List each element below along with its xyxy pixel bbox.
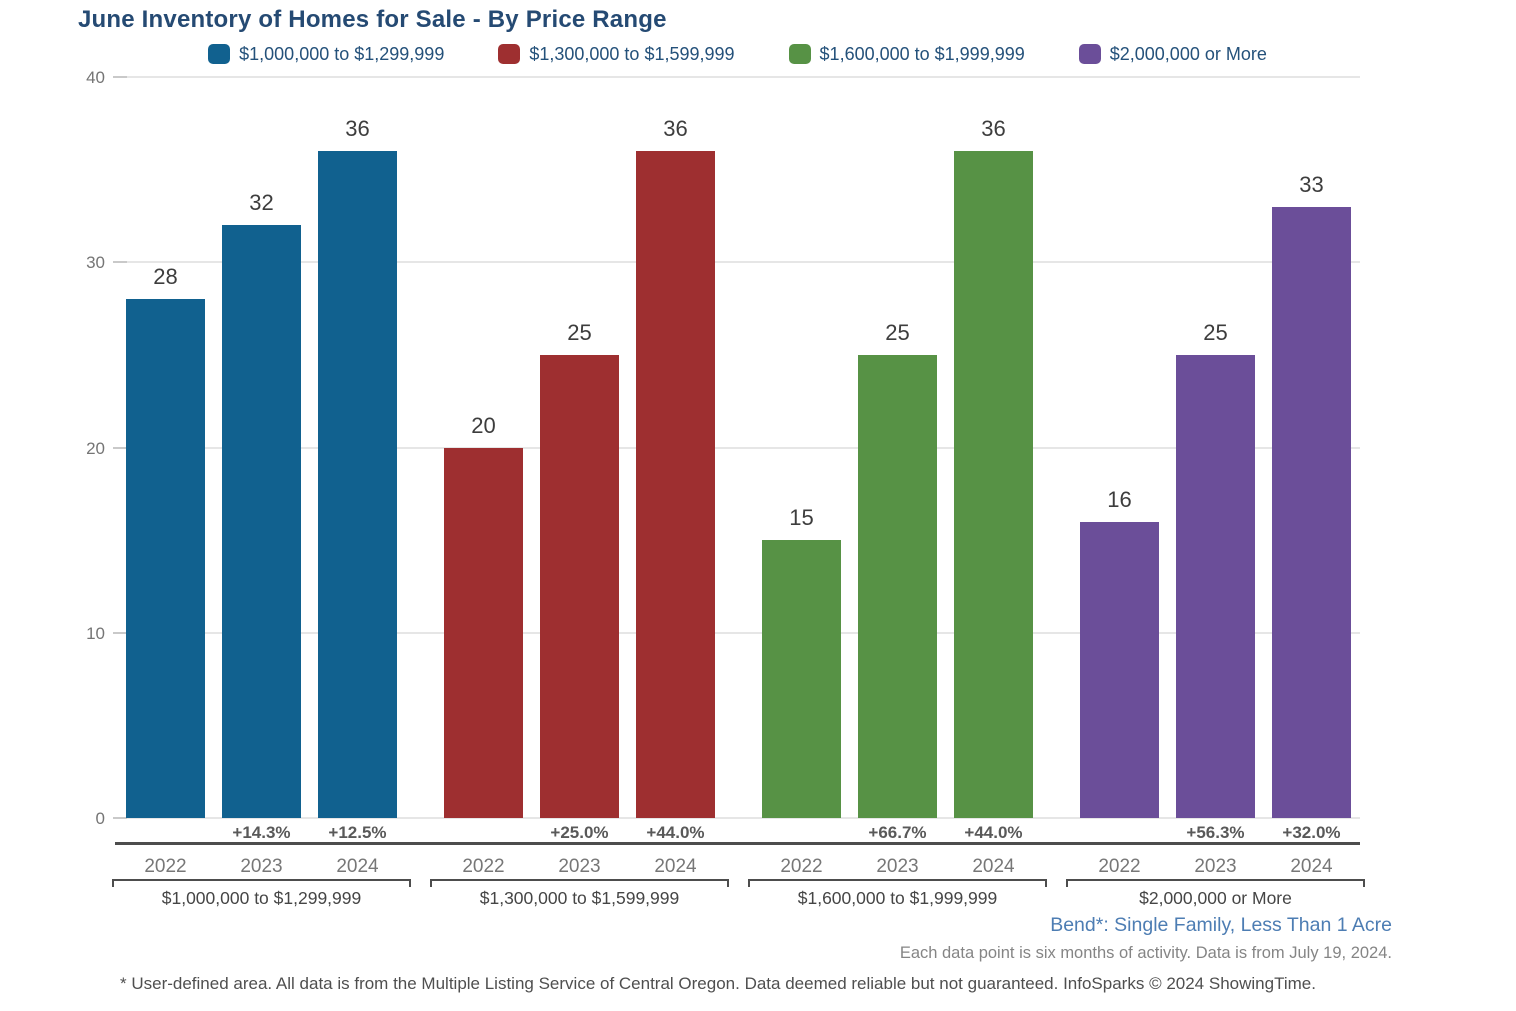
bar-value-label: 25 — [567, 319, 592, 345]
legend-item-3[interactable]: $2,000,000 or More — [1078, 43, 1267, 65]
legend-swatch-icon — [498, 44, 521, 64]
legend-label: $1,600,000 to $1,999,999 — [819, 43, 1025, 64]
bar--1-300-000-to-1-599-999-2023 — [540, 354, 619, 818]
pct-change-label: +12.5% — [328, 823, 387, 842]
bar--1-600-000-to-1-999-999-2024 — [954, 151, 1033, 818]
pct-change-label: +66.7% — [868, 823, 927, 842]
legend-item-1[interactable]: $1,300,000 to $1,599,999 — [498, 43, 735, 65]
group-bracket — [112, 879, 411, 887]
y-axis-label: 10 — [86, 623, 105, 643]
pct-change-label: +14.3% — [232, 823, 291, 842]
pct-change-label: +32.0% — [1282, 823, 1341, 842]
group-bracket — [430, 879, 729, 887]
chart-title: June Inventory of Homes for Sale - By Pr… — [78, 6, 667, 33]
legend-swatch-icon — [788, 44, 811, 64]
bar-value-label: 36 — [981, 116, 1006, 142]
y-axis-label: 30 — [86, 253, 105, 273]
legend-swatch-icon — [1078, 44, 1101, 64]
x-axis-year-label: 2022 — [1098, 856, 1141, 877]
bar--1-600-000-to-1-999-999-2023 — [858, 354, 937, 818]
area-note: Bend*: Single Family, Less Than 1 Acre — [1050, 914, 1392, 936]
bar-value-label: 20 — [471, 412, 496, 438]
group-price-range-label: $1,300,000 to $1,599,999 — [479, 888, 680, 908]
legend-label: $1,300,000 to $1,599,999 — [529, 43, 735, 64]
x-axis-year-label: 2023 — [1194, 856, 1237, 877]
pct-change-label: +44.0% — [964, 823, 1023, 842]
bar-value-label: 36 — [663, 116, 688, 142]
bar-value-label: 15 — [789, 505, 814, 531]
x-axis-year-label: 2023 — [240, 856, 283, 877]
group-price-range-label: $2,000,000 or More — [1139, 888, 1292, 908]
legend-item-0[interactable]: $1,000,000 to $1,299,999 — [208, 44, 444, 65]
bar-value-label: 36 — [345, 116, 370, 142]
group-bracket — [748, 879, 1047, 887]
y-axis-tick — [113, 631, 127, 634]
bar-value-label: 25 — [1203, 319, 1228, 345]
y-axis-tick — [113, 446, 127, 449]
pct-change-label: +25.0% — [550, 823, 609, 842]
bar--1-000-000-to-1-299-999-2024 — [318, 151, 397, 818]
data-period-note: Each data point is six months of activit… — [899, 944, 1392, 962]
y-axis-label: 20 — [86, 438, 105, 458]
y-axis-tick — [113, 76, 127, 78]
bar--1-300-000-to-1-599-999-2022 — [444, 447, 523, 818]
x-axis-year-label: 2024 — [972, 856, 1015, 877]
bar--2-000-000-or-more-2023 — [1176, 354, 1255, 818]
bar--1-300-000-to-1-599-999-2024 — [636, 151, 715, 818]
bar-value-label: 28 — [153, 264, 178, 290]
group-bracket — [1066, 879, 1365, 887]
bar-value-label: 25 — [885, 319, 910, 345]
bar--1-600-000-to-1-999-999-2022 — [762, 540, 841, 818]
legend-swatch-icon — [208, 44, 231, 64]
group-price-range-label: $1,600,000 to $1,999,999 — [797, 888, 998, 908]
bar-value-label: 33 — [1299, 171, 1324, 197]
y-axis-tick — [113, 261, 127, 264]
x-axis-line — [115, 842, 1360, 845]
y-axis-label: 0 — [95, 809, 105, 828]
bar--1-000-000-to-1-299-999-2022 — [126, 299, 205, 818]
x-axis-year-label: 2024 — [654, 856, 697, 877]
x-axis-year-label: 2023 — [558, 856, 601, 877]
gridline-y0 — [115, 817, 1360, 819]
pct-change-label: +44.0% — [646, 823, 705, 842]
x-axis-year-label: 2022 — [462, 856, 505, 877]
y-axis-tick — [113, 817, 127, 819]
bar--2-000-000-or-more-2022 — [1080, 521, 1159, 818]
gridline-y10 — [115, 631, 1360, 634]
legend-label: $2,000,000 or More — [1109, 43, 1267, 64]
y-axis-label: 40 — [86, 68, 105, 87]
bar--1-000-000-to-1-299-999-2023 — [222, 225, 301, 818]
legend: $1,000,000 to $1,299,999 $1,300,000 to $1… — [115, 41, 1360, 67]
x-axis-year-label: 2024 — [336, 856, 379, 877]
bar--2-000-000-or-more-2024 — [1272, 206, 1351, 818]
pct-change-label: +56.3% — [1186, 823, 1245, 842]
x-axis-year-label: 2022 — [144, 856, 187, 877]
x-axis-year-label: 2024 — [1290, 856, 1333, 877]
x-axis-year-label: 2022 — [780, 856, 823, 877]
legend-item-2[interactable]: $1,600,000 to $1,999,999 — [788, 43, 1025, 65]
group-price-range-label: $1,000,000 to $1,299,999 — [161, 888, 362, 908]
gridline-y30 — [115, 261, 1360, 264]
x-axis-year-label: 2023 — [876, 856, 919, 877]
gridline-y20 — [115, 446, 1360, 449]
gridline-y40 — [115, 76, 1360, 78]
legend-label: $1,000,000 to $1,299,999 — [239, 43, 445, 64]
footer-disclaimer: * User-defined area. All data is from th… — [120, 974, 1316, 993]
bar-value-label: 16 — [1107, 486, 1132, 512]
bar-value-label: 32 — [249, 190, 274, 216]
